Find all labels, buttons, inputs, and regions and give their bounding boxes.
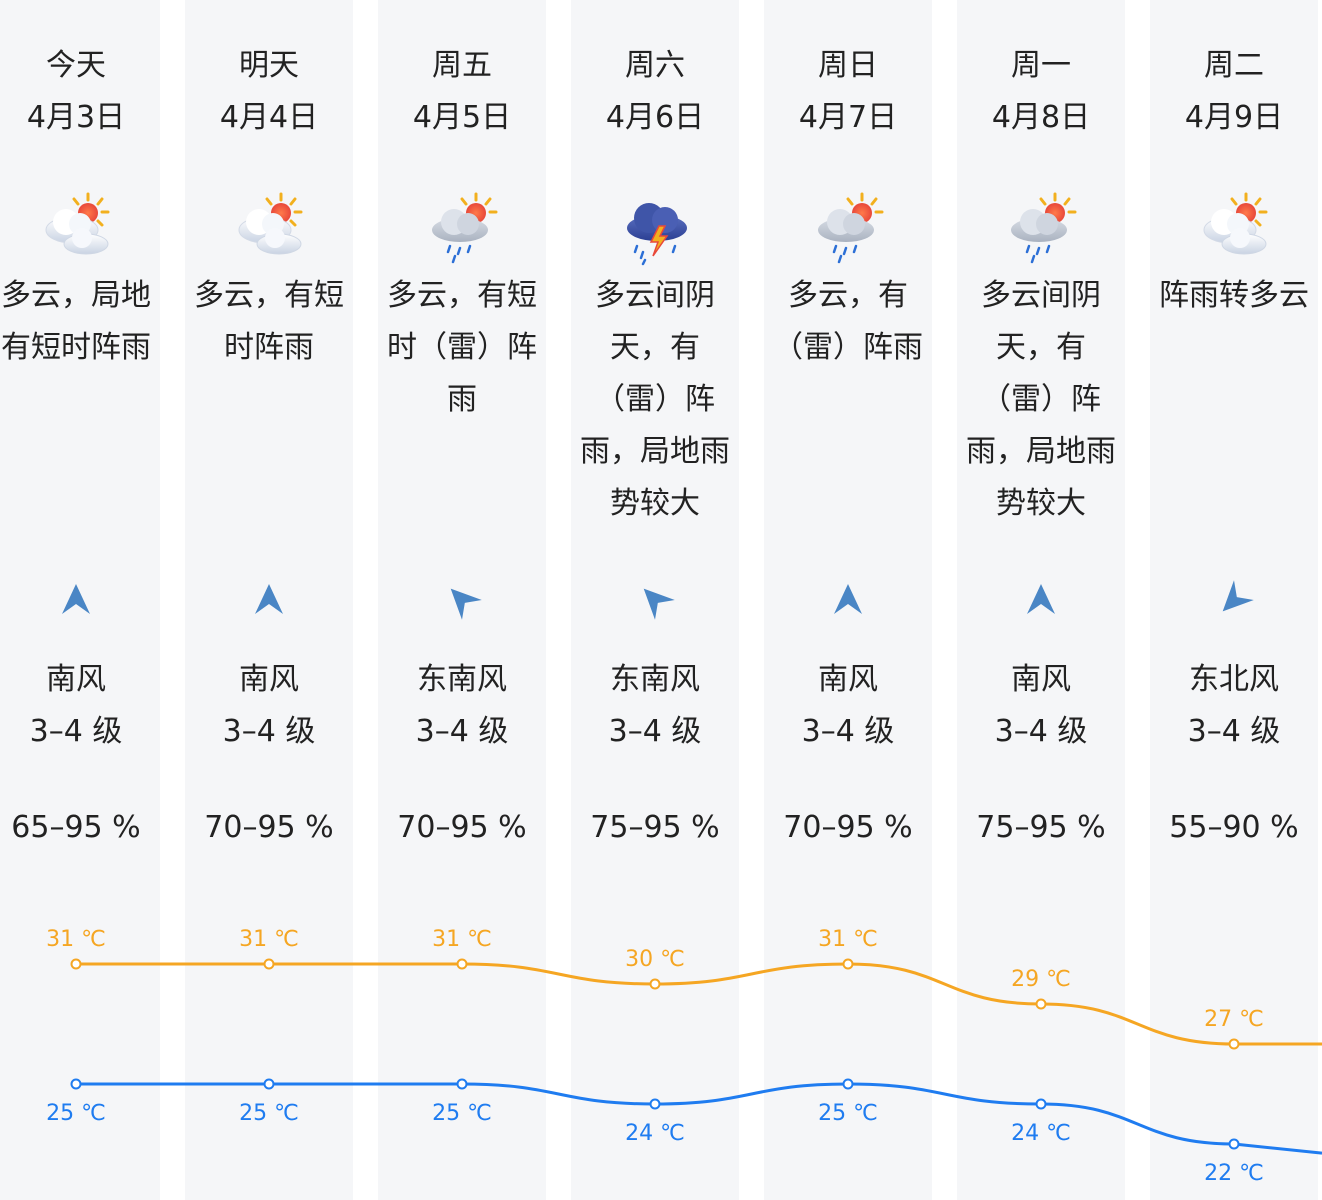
day-label: 周日 xyxy=(818,48,878,83)
wind-direction: 南风 xyxy=(818,662,878,697)
weather-description-line: 天，有 xyxy=(996,330,1086,365)
date-label: 4月7日 xyxy=(798,100,898,135)
day-label: 周六 xyxy=(625,48,685,83)
date-label: 4月8日 xyxy=(991,100,1091,135)
weather-description-line: 势较大 xyxy=(996,486,1086,521)
humidity: 65–95 % xyxy=(11,810,141,845)
forecast-day-1: 明天 4月4日多云，有短时阵雨南风 3–4 级 70–95 % xyxy=(173,0,366,1200)
day-label: 周一 xyxy=(1011,48,1071,83)
weather-description-line: 阵雨转多云 xyxy=(1159,278,1309,313)
humidity: 55–90 % xyxy=(1169,810,1299,845)
thunderstorm-icon xyxy=(625,201,689,266)
date-label: 4月9日 xyxy=(1184,100,1284,135)
wind-direction: 东北风 xyxy=(1189,662,1279,697)
forecast-day-2: 周五 4月5日多云，有短时（雷）阵雨东南风 3–4 级 70–95 % xyxy=(366,0,559,1200)
wind-level: 3–4 级 xyxy=(29,714,123,749)
wind-direction-arrow-icon xyxy=(834,584,862,614)
wind-direction-arrow-icon xyxy=(255,584,283,614)
weather-description: 多云间阴天，有 （雷）阵雨，局地雨势较大 xyxy=(573,270,737,530)
weather-description-line: （雷）阵 xyxy=(595,382,715,417)
wind-direction-arrow-icon xyxy=(62,584,90,614)
weather-description-line: 多云，有短 xyxy=(194,278,344,313)
wind-level: 3–4 级 xyxy=(994,714,1088,749)
partly-cloudy-icon xyxy=(1202,192,1268,256)
partly-cloudy-icon xyxy=(44,192,110,256)
weather-description-line: 时（雷）阵 xyxy=(387,330,537,365)
weather-description: 多云，有 （雷）阵雨 xyxy=(766,270,930,374)
weather-description-line: 雨，局地雨 xyxy=(966,434,1116,469)
weather-description-line: 雨，局地雨 xyxy=(580,434,730,469)
weather-description-line: 有短时阵雨 xyxy=(1,330,151,365)
day-label: 今天 xyxy=(46,48,106,83)
cloud-rain-sun-icon xyxy=(816,192,884,264)
wind-direction: 东南风 xyxy=(417,662,507,697)
partly-cloudy-icon xyxy=(237,192,303,256)
weather-description-line: 多云，有短 xyxy=(387,278,537,313)
forecast-day-3: 周六 4月6日多云间阴天，有 （雷）阵雨，局地雨势较大东南风 3–4 级 75–95 % xyxy=(559,0,752,1200)
humidity: 70–95 % xyxy=(783,810,913,845)
humidity: 75–95 % xyxy=(590,810,720,845)
wind-level: 3–4 级 xyxy=(801,714,895,749)
weather-description: 多云，有短时阵雨 xyxy=(187,270,351,374)
cloud-rain-sun-icon xyxy=(430,192,498,264)
wind-direction-arrow-icon xyxy=(442,580,482,620)
weather-description-line: 势较大 xyxy=(610,486,700,521)
weather-description-line: 多云，局地 xyxy=(1,278,151,313)
weather-description-line: 多云间阴 xyxy=(981,278,1101,313)
wind-direction-arrow-icon xyxy=(1027,584,1055,614)
wind-direction: 南风 xyxy=(46,662,106,697)
weather-description-line: 天，有 xyxy=(610,330,700,365)
weather-description: 多云，有短时（雷）阵雨 xyxy=(380,270,544,426)
weather-description-line: 雨 xyxy=(447,382,477,417)
wind-direction: 南风 xyxy=(239,662,299,697)
day-label: 周五 xyxy=(432,48,492,83)
date-label: 4月6日 xyxy=(605,100,705,135)
day-label: 周二 xyxy=(1204,48,1264,83)
weather-description: 阵雨转多云 xyxy=(1152,270,1316,322)
weather-description-line: 时阵雨 xyxy=(224,330,314,365)
weather-description-line: （雷）阵雨 xyxy=(773,330,923,365)
cloud-rain-sun-icon xyxy=(1009,192,1077,264)
day-label: 明天 xyxy=(239,48,299,83)
wind-direction-arrow-icon xyxy=(1214,580,1254,620)
forecast-day-5: 周一 4月8日多云间阴天，有 （雷）阵雨，局地雨势较大南风 3–4 级 75–95 % xyxy=(945,0,1138,1200)
humidity: 70–95 % xyxy=(397,810,527,845)
weather-description: 多云，局地有短时阵雨 xyxy=(0,270,158,374)
date-label: 4月3日 xyxy=(26,100,126,135)
wind-direction: 南风 xyxy=(1011,662,1071,697)
weather-description: 多云间阴天，有 （雷）阵雨，局地雨势较大 xyxy=(959,270,1123,530)
humidity: 70–95 % xyxy=(204,810,334,845)
forecast-day-0: 今天 4月3日多云，局地有短时阵雨南风 3–4 级 65–95 % xyxy=(0,0,173,1200)
wind-level: 3–4 级 xyxy=(1187,714,1281,749)
wind-level: 3–4 级 xyxy=(415,714,509,749)
wind-level: 3–4 级 xyxy=(222,714,316,749)
humidity: 75–95 % xyxy=(976,810,1106,845)
wind-direction-arrow-icon xyxy=(635,580,675,620)
weather-description-line: （雷）阵 xyxy=(981,382,1101,417)
weather-description-line: 多云间阴 xyxy=(595,278,715,313)
wind-direction: 东南风 xyxy=(610,662,700,697)
date-label: 4月5日 xyxy=(412,100,512,135)
forecast-day-6: 周二 4月9日阵雨转多云东北风 3–4 级 55–90 % xyxy=(1138,0,1322,1200)
wind-level: 3–4 级 xyxy=(608,714,702,749)
forecast-day-4: 周日 4月7日多云，有 （雷）阵雨南风 3–4 级 70–95 % xyxy=(752,0,945,1200)
date-label: 4月4日 xyxy=(219,100,319,135)
weather-description-line: 多云，有 xyxy=(788,278,908,313)
